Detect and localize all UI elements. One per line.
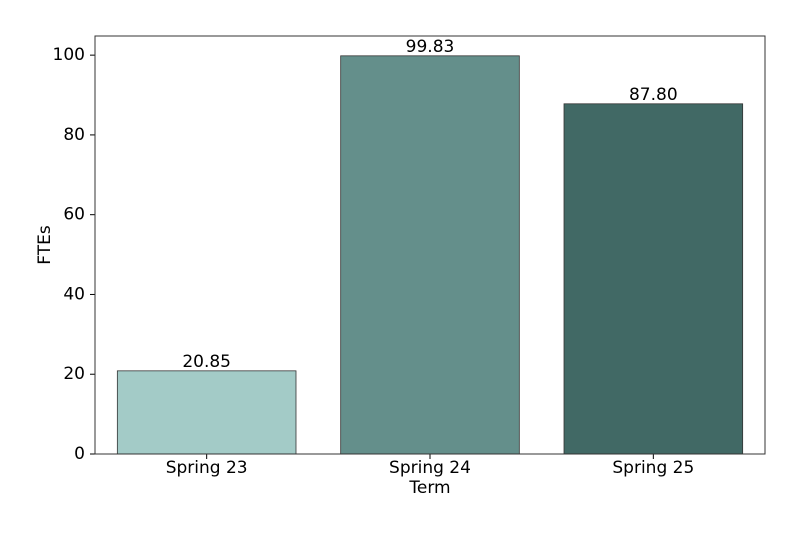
x-tick-label: Spring 24 (389, 458, 471, 478)
plot-frame (94, 35, 766, 455)
value-label: 99.83 (406, 37, 455, 57)
value-label: 87.80 (629, 85, 678, 105)
bar (340, 55, 520, 455)
x-tick-label: Spring 23 (166, 458, 248, 478)
value-label: 20.85 (182, 352, 231, 372)
bar (116, 370, 297, 455)
y-axis-label: FTEs (35, 225, 55, 265)
y-tick-label: 0 (74, 444, 85, 464)
y-tick-label: 20 (63, 364, 85, 384)
x-tick-label: Spring 25 (612, 458, 694, 478)
bar (563, 103, 744, 455)
y-tick-label: 60 (63, 205, 85, 225)
y-tick-label: 80 (63, 125, 85, 145)
x-axis-label: Term (408, 478, 450, 498)
y-tick-label: 40 (63, 284, 85, 304)
y-tick-label: 100 (53, 45, 85, 65)
